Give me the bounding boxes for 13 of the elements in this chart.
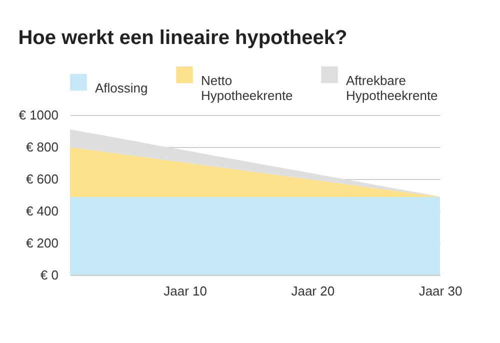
x-tick-label: Jaar 20 — [291, 284, 335, 298]
y-tick-label: € 600 — [26, 172, 58, 186]
x-tick-label: Jaar 30 — [418, 284, 462, 298]
y-tick-label: € 200 — [26, 236, 58, 250]
y-tick-label: € 1000 — [18, 108, 58, 122]
x-tick-label: Jaar 10 — [164, 284, 208, 298]
chart-title: Hoe werkt een lineaire hypotheek? — [18, 27, 348, 49]
y-tick-label: € 400 — [26, 204, 58, 218]
legend-label: Aflossing — [95, 80, 148, 96]
legend-label: Aftrekbare Hypotheekrente — [346, 72, 438, 103]
y-tick-label: € 0 — [40, 268, 58, 282]
y-tick-label: € 800 — [26, 140, 58, 154]
legend-label: Netto Hypotheekrente — [201, 72, 293, 103]
